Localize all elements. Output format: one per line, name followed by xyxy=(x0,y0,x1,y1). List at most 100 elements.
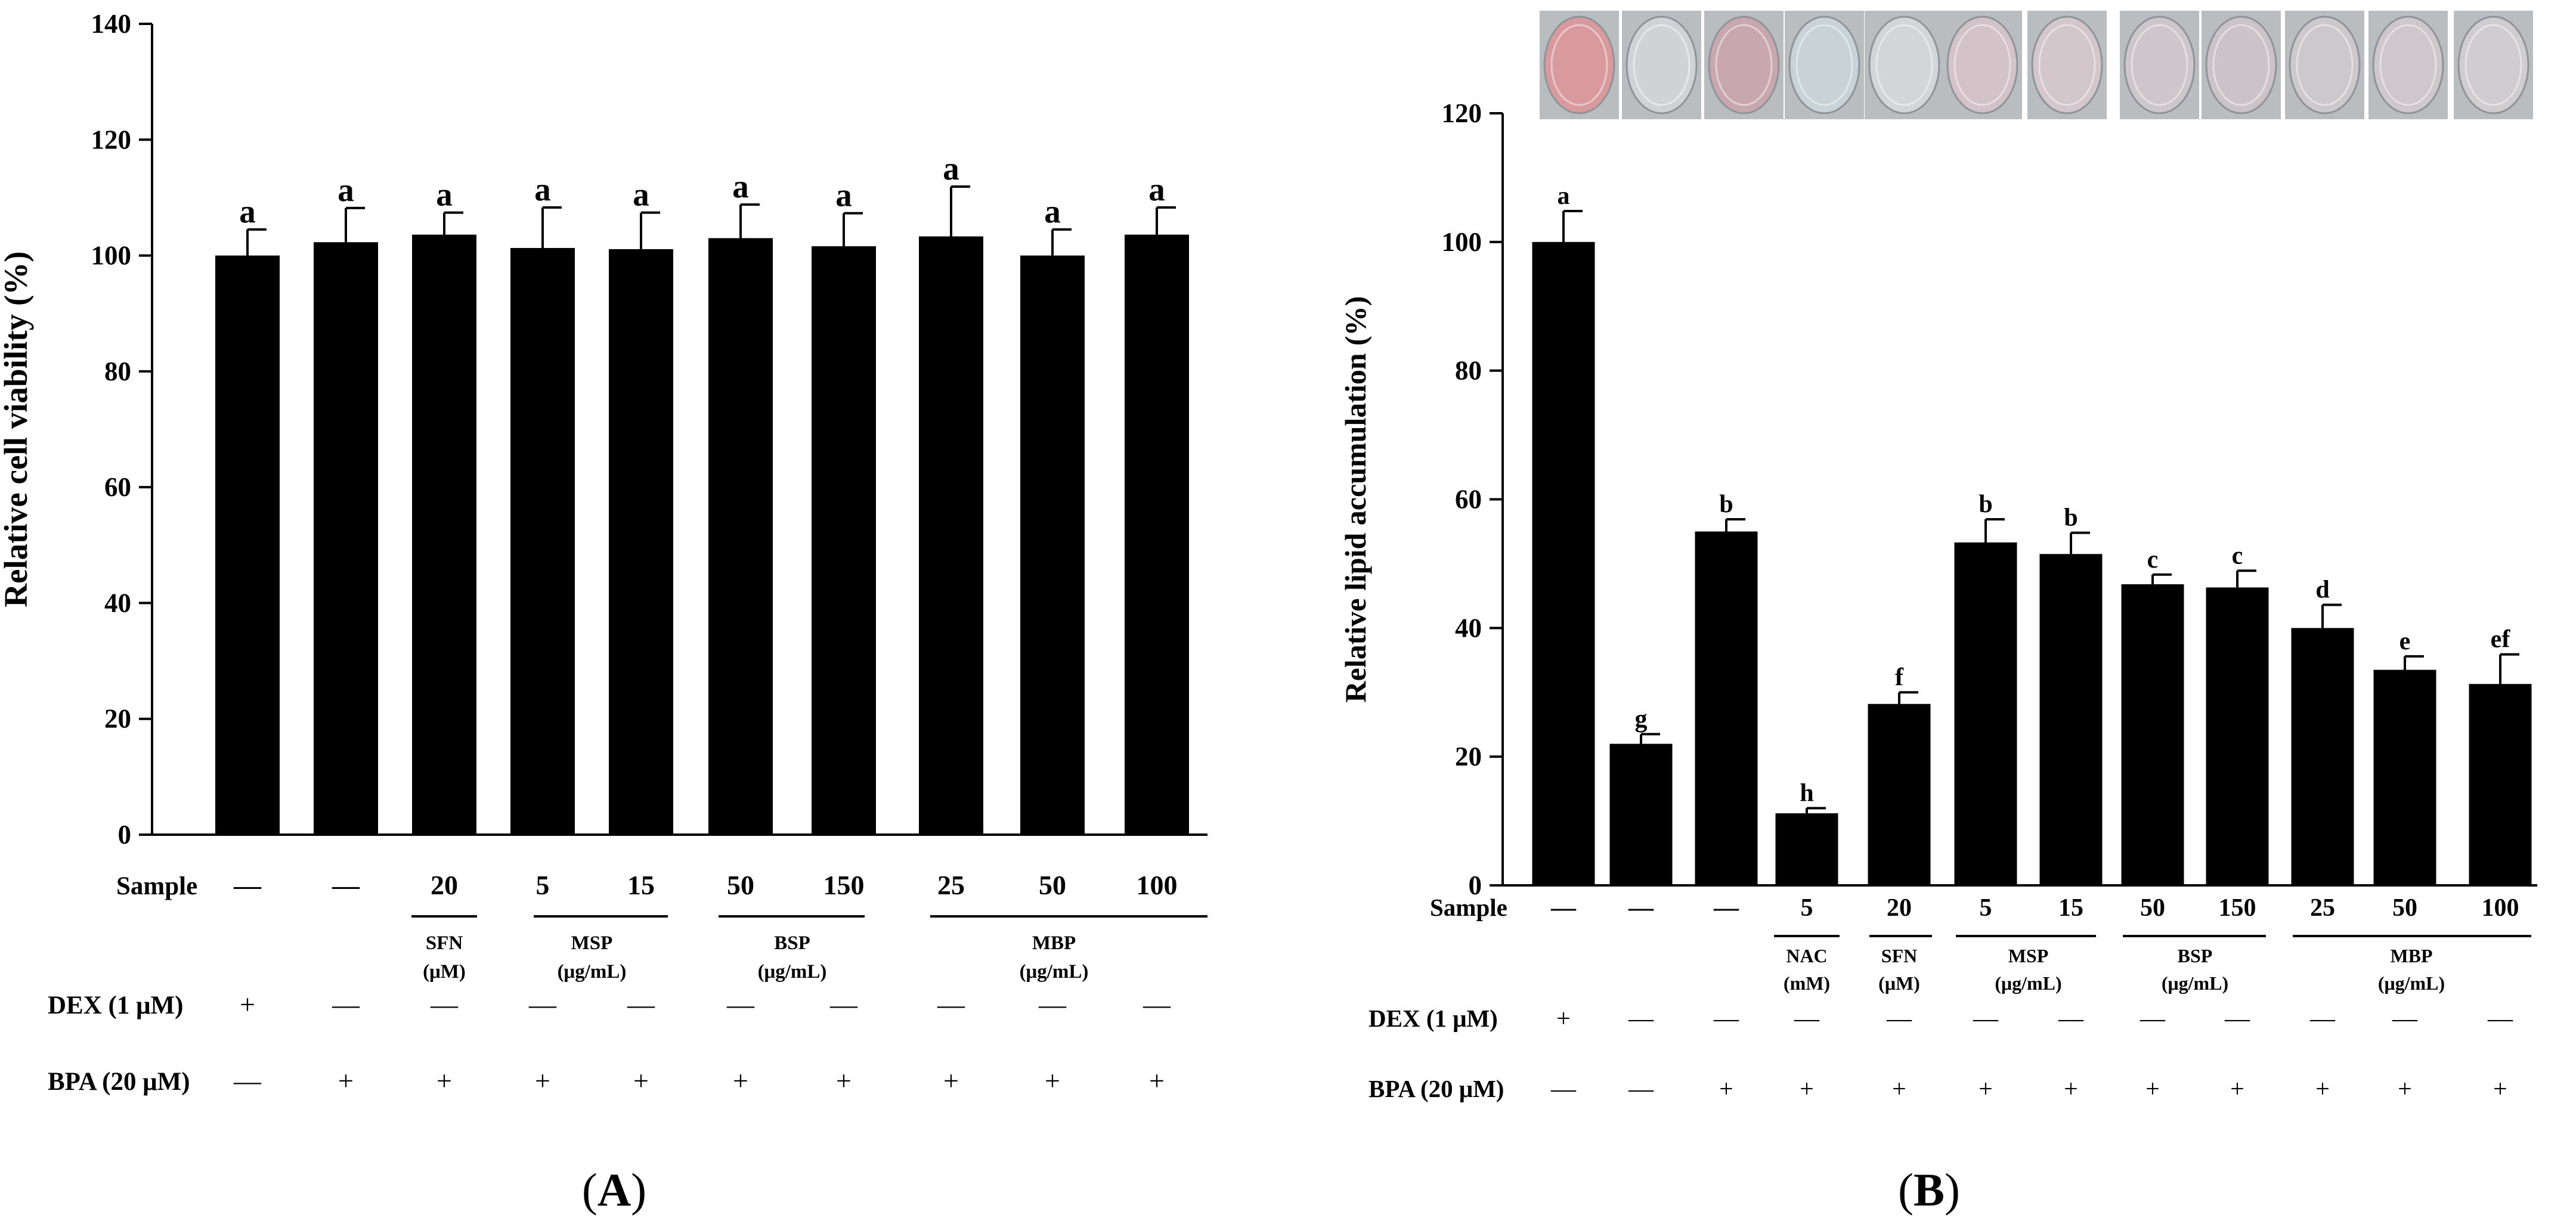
group-unit: (μg/mL) xyxy=(1020,961,1089,983)
well-4-image xyxy=(1785,11,1864,119)
dex-value: — xyxy=(1143,989,1171,1020)
group-unit: (mM) xyxy=(1784,972,1830,994)
bpa-value: + xyxy=(1149,1065,1165,1096)
significance-letter: c xyxy=(2232,542,2243,569)
significance-letter: a xyxy=(943,150,959,187)
y-tick-label: 20 xyxy=(1455,742,1482,771)
significance-letter: g xyxy=(1635,705,1648,733)
panel-b-chart: 0 20 40 60 80 100 120 Relative lipid accumulati… xyxy=(1339,11,2537,1103)
bar xyxy=(1868,704,1931,885)
well-6-image xyxy=(1943,11,2022,119)
well-7-image xyxy=(2027,11,2107,119)
y-tick-label: 20 xyxy=(104,704,131,734)
well-rim xyxy=(1953,24,2011,106)
y-tick-label: 80 xyxy=(1455,356,1482,386)
y-tick-label: 100 xyxy=(91,241,132,271)
bar xyxy=(314,242,378,835)
significance-letter: b xyxy=(2064,504,2077,532)
bpa-value: — xyxy=(1550,1076,1577,1103)
bpa-value: + xyxy=(1045,1065,1060,1096)
sample-value: 25 xyxy=(937,870,965,900)
well-dish xyxy=(1543,16,1615,114)
bar xyxy=(2469,684,2532,885)
y-tick-label: 0 xyxy=(118,820,132,850)
bar xyxy=(2121,584,2184,885)
group-name: MSP xyxy=(2008,945,2049,966)
panel-a-chart: 0 20 40 60 80 100 120 140 Relative cell viabilit… xyxy=(0,9,1208,1096)
bar xyxy=(2373,670,2436,885)
y-tick-label: 60 xyxy=(104,472,131,502)
significance-letter: a xyxy=(1044,193,1061,230)
bpa-value: + xyxy=(943,1065,959,1096)
well-dish xyxy=(1868,16,1940,114)
well-rim xyxy=(1875,24,1933,106)
sample-value: 20 xyxy=(431,870,458,900)
dex-value: — xyxy=(2487,1005,2513,1033)
group-unit: (μg/mL) xyxy=(758,961,827,983)
sample-value: 100 xyxy=(1137,870,1178,900)
dex-value: + xyxy=(1556,1005,1571,1033)
sample-row-label: Sample xyxy=(1430,894,1507,921)
significance-letter: a xyxy=(436,176,453,213)
well-dish xyxy=(1708,16,1780,114)
bpa-value: + xyxy=(436,1065,452,1096)
bpa-value: + xyxy=(2493,1076,2507,1103)
bpa-value: + xyxy=(535,1065,550,1096)
sample-value: 25 xyxy=(2310,894,2335,922)
group-unit: (μg/mL) xyxy=(2378,972,2445,994)
well-2-image xyxy=(1622,11,1701,119)
sample-value: 20 xyxy=(1887,894,1912,922)
well-dish xyxy=(2457,16,2529,114)
sample-value: — xyxy=(332,870,360,900)
well-9-image xyxy=(2202,11,2281,119)
bpa-value: + xyxy=(2315,1076,2330,1103)
bar xyxy=(215,255,280,835)
group-unit: (μg/mL) xyxy=(2162,972,2228,994)
sample-value: 5 xyxy=(1801,894,1813,922)
bar xyxy=(919,236,983,835)
bpa-value: + xyxy=(1892,1076,1906,1103)
dex-value: — xyxy=(1886,1005,1912,1033)
dex-value: — xyxy=(1038,989,1067,1020)
bar xyxy=(1609,743,1673,885)
dex-value: — xyxy=(528,989,557,1020)
y-tick-label: 140 xyxy=(91,9,132,39)
dex-value: — xyxy=(726,989,755,1020)
well-dish xyxy=(1788,16,1860,114)
bpa-value: + xyxy=(2145,1076,2160,1103)
dex-value: + xyxy=(240,989,255,1020)
sample-value: 150 xyxy=(823,870,865,900)
group-name: MSP xyxy=(571,932,613,954)
well-dish xyxy=(2123,16,2196,114)
dex-value: — xyxy=(1973,1005,1999,1033)
y-tick-label: 0 xyxy=(1469,870,1482,900)
bar xyxy=(812,246,876,835)
bpa-value: + xyxy=(1719,1076,1733,1103)
significance-letter: a xyxy=(732,168,749,204)
panel-b-label: (B) xyxy=(1898,1164,1960,1216)
well-3-image xyxy=(1704,11,1784,119)
sample-value: — xyxy=(1713,894,1739,922)
sample-value: 5 xyxy=(1980,894,1992,922)
panel-a-label: (A) xyxy=(582,1164,646,1216)
well-dish xyxy=(1626,16,1698,114)
dex-value: — xyxy=(829,989,858,1020)
bar xyxy=(609,249,673,835)
bar xyxy=(2206,587,2269,885)
bpa-row-label: BPA (20 μM) xyxy=(1368,1075,1504,1102)
group-unit: (μM) xyxy=(1878,972,1920,994)
bar xyxy=(1695,531,1758,885)
significance-letter: a xyxy=(835,177,852,213)
well-dish xyxy=(2372,16,2444,114)
group-name: SFN xyxy=(426,932,463,954)
y-tick-label: 100 xyxy=(1442,227,1482,257)
significance-letter: a xyxy=(633,176,649,213)
group-name: MBP xyxy=(1032,932,1076,954)
bar xyxy=(412,234,476,835)
significance-letter: a xyxy=(1558,182,1570,210)
well-rim xyxy=(2379,24,2437,106)
y-tick-label: 80 xyxy=(104,357,131,386)
sample-value: 50 xyxy=(2140,894,2165,922)
significance-letter: a xyxy=(1148,171,1165,207)
